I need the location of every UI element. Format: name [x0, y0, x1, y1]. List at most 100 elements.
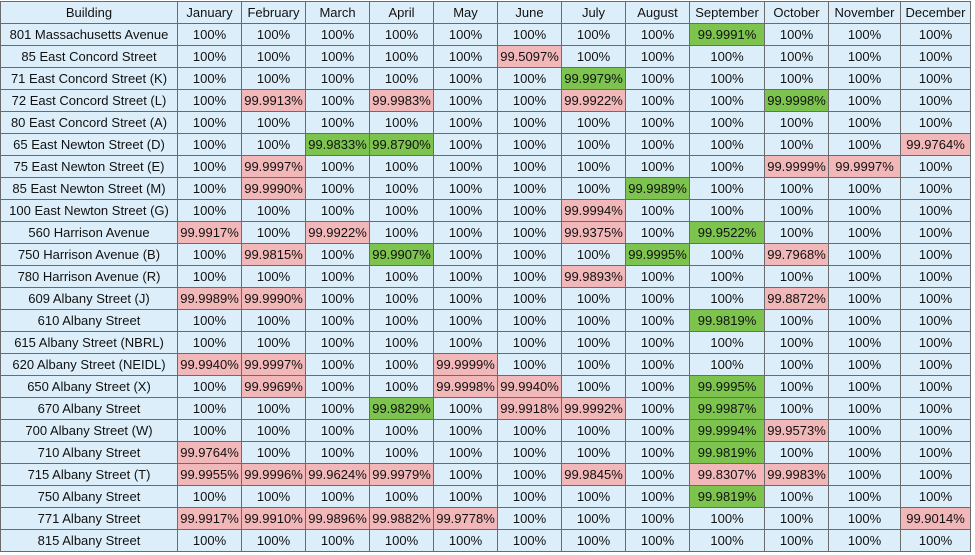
uptime-cell[interactable]: 100%	[305, 419, 370, 442]
uptime-cell[interactable]: 100%	[828, 265, 901, 288]
uptime-cell[interactable]: 100%	[764, 221, 829, 244]
uptime-cell[interactable]: 100%	[764, 133, 829, 156]
uptime-cell[interactable]: 100%	[625, 287, 690, 310]
uptime-cell[interactable]: 100%	[305, 375, 370, 398]
uptime-cell[interactable]: 100%	[497, 133, 562, 156]
uptime-cell[interactable]: 100%	[497, 331, 562, 354]
uptime-cell[interactable]: 99.9979%	[561, 67, 626, 90]
uptime-cell[interactable]: 99.9833%	[305, 133, 370, 156]
uptime-cell[interactable]: 100%	[305, 353, 370, 376]
building-cell[interactable]: 72 East Concord Street (L)	[0, 89, 178, 112]
uptime-cell[interactable]: 100%	[561, 45, 626, 68]
uptime-cell[interactable]: 100%	[497, 221, 562, 244]
uptime-cell[interactable]: 99.9896%	[305, 507, 370, 530]
building-cell[interactable]: 780 Harrison Avenue (R)	[0, 265, 178, 288]
uptime-cell[interactable]: 100%	[561, 111, 626, 134]
uptime-cell[interactable]: 100%	[497, 441, 562, 464]
uptime-cell[interactable]: 100%	[433, 397, 498, 420]
uptime-cell[interactable]: 99.9910%	[241, 507, 306, 530]
uptime-cell[interactable]: 100%	[625, 199, 690, 222]
uptime-cell[interactable]: 100%	[305, 111, 370, 134]
building-cell[interactable]: 771 Albany Street	[0, 507, 178, 530]
uptime-cell[interactable]: 99.9994%	[689, 419, 765, 442]
uptime-cell[interactable]: 100%	[177, 375, 242, 398]
building-cell[interactable]: 670 Albany Street	[0, 397, 178, 420]
uptime-cell[interactable]: 100%	[305, 89, 370, 112]
uptime-cell[interactable]: 100%	[369, 155, 434, 178]
uptime-cell[interactable]: 100%	[305, 331, 370, 354]
uptime-cell[interactable]: 99.9907%	[369, 243, 434, 266]
column-header-september[interactable]: September	[689, 1, 765, 24]
uptime-cell[interactable]: 100%	[625, 463, 690, 486]
uptime-cell[interactable]: 100%	[900, 375, 971, 398]
uptime-cell[interactable]: 99.5097%	[497, 45, 562, 68]
uptime-cell[interactable]: 100%	[177, 397, 242, 420]
uptime-cell[interactable]: 100%	[900, 419, 971, 442]
uptime-cell[interactable]: 100%	[177, 89, 242, 112]
uptime-cell[interactable]: 99.9819%	[689, 441, 765, 464]
uptime-cell[interactable]: 100%	[625, 331, 690, 354]
uptime-cell[interactable]: 99.9989%	[177, 287, 242, 310]
uptime-cell[interactable]: 100%	[689, 45, 765, 68]
uptime-cell[interactable]: 100%	[764, 485, 829, 508]
uptime-cell[interactable]: 100%	[900, 463, 971, 486]
uptime-cell[interactable]: 100%	[900, 331, 971, 354]
uptime-cell[interactable]: 100%	[900, 67, 971, 90]
uptime-cell[interactable]: 100%	[369, 287, 434, 310]
uptime-cell[interactable]: 100%	[305, 529, 370, 552]
building-cell[interactable]: 615 Albany Street (NBRL)	[0, 331, 178, 354]
uptime-cell[interactable]: 100%	[369, 265, 434, 288]
uptime-cell[interactable]: 100%	[625, 353, 690, 376]
column-header-may[interactable]: May	[433, 1, 498, 24]
uptime-cell[interactable]: 100%	[900, 309, 971, 332]
uptime-cell[interactable]: 99.9998%	[764, 89, 829, 112]
uptime-cell[interactable]: 100%	[764, 309, 829, 332]
uptime-cell[interactable]: 100%	[369, 441, 434, 464]
uptime-cell[interactable]: 100%	[241, 221, 306, 244]
uptime-cell[interactable]: 100%	[433, 287, 498, 310]
uptime-cell[interactable]: 100%	[764, 199, 829, 222]
uptime-cell[interactable]: 100%	[433, 23, 498, 46]
uptime-cell[interactable]: 100%	[828, 111, 901, 134]
uptime-cell[interactable]: 100%	[764, 265, 829, 288]
uptime-cell[interactable]: 99.9375%	[561, 221, 626, 244]
building-cell[interactable]: 620 Albany Street (NEIDL)	[0, 353, 178, 376]
uptime-cell[interactable]: 100%	[561, 23, 626, 46]
column-header-october[interactable]: October	[764, 1, 829, 24]
uptime-cell[interactable]: 99.9969%	[241, 375, 306, 398]
uptime-cell[interactable]: 100%	[828, 221, 901, 244]
uptime-cell[interactable]: 100%	[625, 23, 690, 46]
uptime-cell[interactable]: 99.9882%	[369, 507, 434, 530]
uptime-cell[interactable]: 99.9913%	[241, 89, 306, 112]
uptime-cell[interactable]: 99.9997%	[828, 155, 901, 178]
uptime-cell[interactable]: 100%	[497, 463, 562, 486]
uptime-cell[interactable]: 100%	[177, 331, 242, 354]
uptime-cell[interactable]: 99.9917%	[177, 221, 242, 244]
uptime-cell[interactable]: 100%	[497, 529, 562, 552]
building-cell[interactable]: 75 East Newton Street (E)	[0, 155, 178, 178]
uptime-cell[interactable]: 100%	[369, 23, 434, 46]
uptime-cell[interactable]: 99.9991%	[689, 23, 765, 46]
uptime-cell[interactable]: 100%	[561, 485, 626, 508]
uptime-cell[interactable]: 99.8872%	[764, 287, 829, 310]
uptime-cell[interactable]: 100%	[828, 441, 901, 464]
building-cell[interactable]: 801 Massachusetts Avenue	[0, 23, 178, 46]
uptime-cell[interactable]: 100%	[764, 331, 829, 354]
uptime-cell[interactable]: 100%	[369, 67, 434, 90]
uptime-cell[interactable]: 100%	[241, 133, 306, 156]
uptime-cell[interactable]: 100%	[241, 23, 306, 46]
uptime-cell[interactable]: 100%	[689, 89, 765, 112]
uptime-cell[interactable]: 100%	[625, 441, 690, 464]
uptime-cell[interactable]: 100%	[433, 265, 498, 288]
uptime-cell[interactable]: 100%	[433, 133, 498, 156]
uptime-cell[interactable]: 100%	[764, 529, 829, 552]
uptime-cell[interactable]: 100%	[689, 507, 765, 530]
uptime-cell[interactable]: 100%	[177, 199, 242, 222]
uptime-cell[interactable]: 100%	[433, 89, 498, 112]
uptime-cell[interactable]: 99.8307%	[689, 463, 765, 486]
uptime-cell[interactable]: 100%	[433, 243, 498, 266]
uptime-cell[interactable]: 100%	[625, 111, 690, 134]
uptime-cell[interactable]: 99.9764%	[900, 133, 971, 156]
uptime-cell[interactable]: 99.9996%	[241, 463, 306, 486]
uptime-cell[interactable]: 100%	[689, 199, 765, 222]
